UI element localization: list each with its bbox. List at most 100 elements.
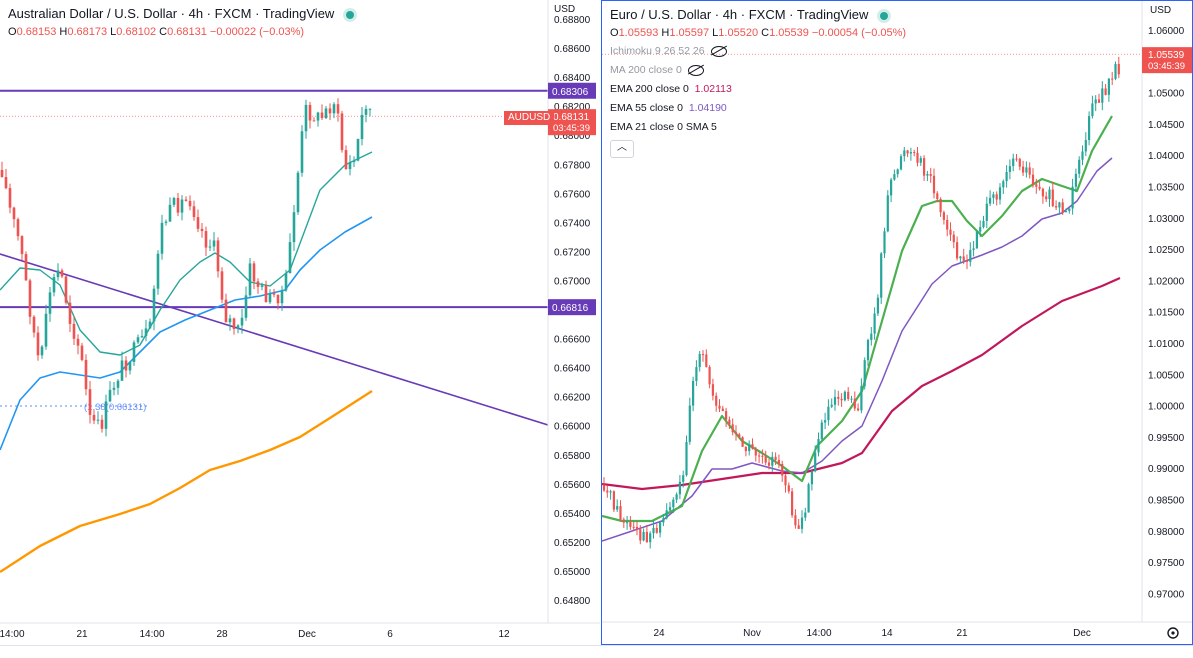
audusd-candle-body [84, 359, 88, 390]
audusd-candle-body [324, 108, 328, 119]
audusd-candle-body [312, 120, 316, 122]
eurusd-candle-body [711, 384, 714, 396]
audusd-candle-body [340, 113, 344, 151]
eurusd-title: Euro / U.S. Dollar · 4h · FXCM · Trading… [610, 7, 869, 22]
audusd-candle-body [288, 242, 292, 273]
eurusd-candle-body [850, 398, 853, 400]
eurusd-candle-body [606, 490, 609, 493]
audusd-candle-body [160, 222, 164, 254]
indicator-ema55[interactable]: EMA 55 close 0 1.04190 [610, 102, 727, 114]
audusd-candle-body [344, 150, 348, 170]
audusd-candle-body [8, 188, 12, 208]
price-tick-label: 0.68400 [554, 73, 591, 84]
time-tick-label: 6 [387, 629, 393, 640]
hidden-eye-icon[interactable] [687, 64, 704, 76]
audusd-candle-body [332, 104, 336, 114]
audusd-candle-body [292, 212, 296, 243]
audusd-candle-body [88, 389, 92, 415]
audusd-candle-body [280, 290, 284, 304]
audusd-candle-body [4, 177, 8, 189]
eurusd-candle-body [985, 203, 988, 221]
audusd-candle-body [236, 325, 240, 329]
ema-blue-line [0, 216, 373, 451]
audusd-candle-body [296, 172, 300, 213]
price-tick-label: 0.99500 [1148, 433, 1185, 444]
audusd-chart-pane[interactable]: (1.38(0.66131) 0.68800 0.68600 0.68400 0.682… [0, 0, 600, 645]
eurusd-candle-body [787, 485, 790, 492]
price-tick-label: 0.97500 [1148, 558, 1185, 569]
audusd-candle-body [152, 288, 156, 322]
support-tag-label: 0.66816 [552, 303, 589, 314]
indicator-ichimoku[interactable]: Ichimoku 9 26 52 26 [610, 42, 906, 61]
price-tick-label: 0.99000 [1148, 464, 1185, 475]
eurusd-candle-body [969, 250, 972, 262]
price-tag-label: 1.05539 [1148, 50, 1185, 61]
audusd-candle-body [244, 295, 248, 318]
eurusd-candle-body [701, 354, 705, 356]
audusd-candle-body [320, 112, 324, 119]
audusd-candle-body [56, 270, 60, 278]
audusd-candle-body [360, 114, 364, 140]
audusd-legend: Australian Dollar / U.S. Dollar · 4h · F… [8, 5, 354, 41]
price-tick-label: 1.03500 [1148, 183, 1185, 194]
hidden-eye-icon[interactable] [710, 45, 727, 57]
indicator-ma200[interactable]: MA 200 close 0 [610, 61, 906, 80]
eurusd-chart-pane[interactable]: 1.060001.055001.050001.045001.040001.035… [601, 0, 1193, 645]
audusd-candle-body [64, 276, 68, 303]
countdown-label: 03:45:39 [553, 123, 590, 134]
time-axis [0, 623, 600, 645]
audusd-candle-body [36, 332, 40, 356]
eurusd-candle-body [655, 527, 658, 533]
audusd-candle-body [176, 197, 180, 213]
eurusd-chart-canvas[interactable]: 1.060001.055001.050001.045001.040001.035… [602, 1, 1193, 645]
eurusd-candle-body [949, 229, 952, 235]
price-tick-label: 1.03000 [1148, 214, 1185, 225]
audusd-candle-body [12, 207, 16, 220]
eurusd-candle-body [668, 507, 672, 511]
audusd-chart-canvas[interactable]: (1.38(0.66131) 0.68800 0.68600 0.68400 0.682… [0, 0, 600, 645]
audusd-candle-body [124, 360, 128, 371]
time-tick-label: 21 [76, 629, 88, 640]
audusd-candle-body [144, 328, 148, 337]
time-tick-label: Nov [743, 628, 761, 639]
eurusd-candle-body [645, 531, 648, 543]
audusd-candle-body [204, 231, 208, 248]
audusd-candle-body [260, 285, 264, 287]
indicator-ema21[interactable]: EMA 21 close 0 SMA 5 [610, 121, 717, 133]
audusd-candle-body [100, 419, 104, 429]
descending-trendline [0, 253, 549, 426]
audusd-candle-body [172, 197, 176, 205]
eurusd-candle-body [1051, 189, 1054, 207]
eurusd-candle-body [804, 512, 807, 518]
eurusd-candle-body [827, 406, 830, 421]
eurusd-candle-body [1064, 210, 1068, 213]
audusd-candle-body [256, 281, 260, 287]
eurusd-candle-body [602, 485, 606, 491]
time-tick-label: 12 [498, 629, 510, 640]
eurusd-candle-body [725, 411, 728, 420]
eurusd-candle-body [784, 475, 787, 486]
eurusd-candle-body [619, 506, 622, 520]
eurusd-candle-body [919, 158, 922, 163]
eurusd-candle-body [774, 456, 777, 460]
eurusd-candle-body [972, 248, 975, 251]
audusd-candle-body [156, 253, 160, 289]
audusd-candle-body [120, 360, 124, 381]
price-tick-label: 0.68600 [554, 44, 591, 55]
chevron-up-icon[interactable]: ︿ [610, 140, 634, 158]
audusd-candle-body [40, 346, 44, 356]
eurusd-candle-body [923, 158, 926, 176]
eurusd-candle-body [965, 260, 969, 262]
time-tick-label: 14:00 [806, 628, 831, 639]
eurusd-ohlc: O1.05593 H1.05597 L1.05520 C1.05539 −0.0… [610, 27, 907, 39]
eurusd-candle-body [764, 456, 767, 463]
eurusd-candle-body [728, 419, 731, 425]
audusd-candle-body [132, 342, 136, 362]
eurusd-candle-body [857, 408, 860, 411]
audusd-candle-body [60, 270, 64, 277]
indicator-ema200[interactable]: EMA 200 close 0 1.02113 [610, 83, 732, 95]
time-tick-label: 14:00 [139, 629, 164, 640]
eurusd-candle-body [1045, 196, 1048, 200]
eurusd-candle-body [758, 455, 761, 457]
ema-teal-line [0, 151, 373, 356]
